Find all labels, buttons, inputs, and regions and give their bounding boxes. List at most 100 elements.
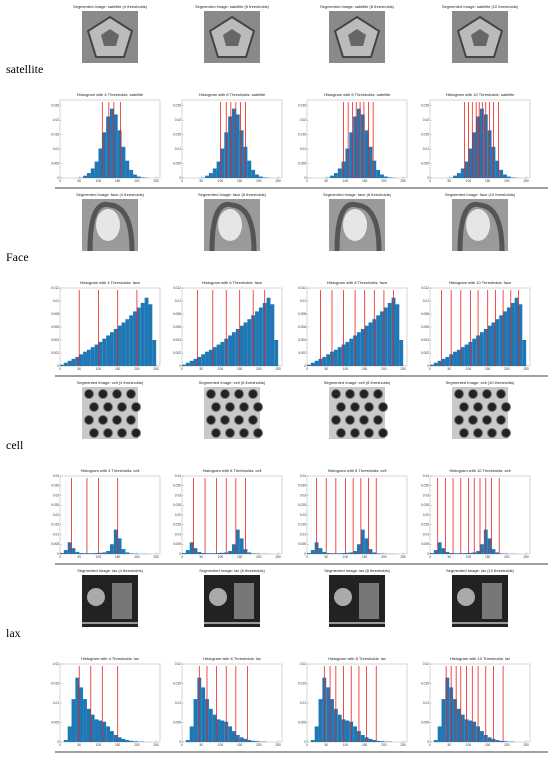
histogram-title: Histogram with 8 Thresholds: lax bbox=[328, 656, 386, 661]
histogram-bar bbox=[110, 109, 114, 178]
histogram-bar bbox=[72, 359, 76, 366]
histogram-bar bbox=[141, 177, 145, 178]
histogram-bar bbox=[430, 553, 434, 554]
histogram-bar bbox=[338, 715, 342, 742]
histogram-bar bbox=[220, 149, 224, 178]
y-tick-label: 0.008 bbox=[51, 312, 59, 316]
y-tick-label: 0.012 bbox=[173, 286, 181, 290]
plot-frame bbox=[307, 476, 407, 554]
histogram-bar bbox=[480, 731, 484, 742]
histogram-bar bbox=[186, 740, 190, 742]
image-shape bbox=[209, 588, 227, 606]
image-shape bbox=[351, 429, 360, 438]
y-tick-label: 0.02 bbox=[175, 513, 181, 517]
histogram-bar bbox=[315, 361, 319, 366]
histogram-bar bbox=[102, 552, 106, 554]
histogram-bar bbox=[244, 739, 248, 742]
histogram-bar bbox=[217, 553, 221, 554]
image-title: Segmented Image: lax (6 thresholds) bbox=[199, 568, 265, 573]
image-shape bbox=[497, 390, 506, 399]
x-tick-label: 100 bbox=[466, 179, 472, 183]
histogram-bar bbox=[232, 332, 236, 366]
histogram-bar bbox=[255, 175, 259, 178]
y-tick-label: 0.035 bbox=[173, 484, 181, 488]
histogram-bar bbox=[438, 726, 442, 742]
y-tick-label: 0.01 bbox=[175, 532, 181, 536]
histogram-bar bbox=[453, 352, 457, 366]
y-tick-label: 0.02 bbox=[423, 662, 429, 666]
x-tick-label: 250 bbox=[153, 555, 159, 559]
x-tick-label: 200 bbox=[504, 179, 510, 183]
histogram-bar bbox=[495, 740, 499, 742]
x-tick-label: 200 bbox=[134, 743, 140, 747]
histogram-bar bbox=[106, 116, 110, 178]
x-tick-label: 0 bbox=[306, 367, 308, 371]
histogram-bar bbox=[182, 365, 186, 366]
histogram-bar bbox=[311, 363, 315, 366]
x-tick-label: 250 bbox=[523, 367, 529, 371]
y-tick-label: 0.02 bbox=[175, 662, 181, 666]
histogram-bar bbox=[499, 315, 503, 366]
histogram-bar bbox=[461, 553, 465, 554]
y-tick-label: 0.005 bbox=[298, 720, 306, 724]
histogram-bar bbox=[190, 726, 194, 742]
histogram-bar bbox=[311, 740, 315, 742]
segmented-image bbox=[204, 11, 260, 63]
histogram-bar bbox=[326, 553, 330, 554]
y-tick-label: 0.025 bbox=[421, 503, 429, 507]
row-label: satellite bbox=[6, 62, 43, 76]
image-shape bbox=[235, 390, 244, 399]
image-shape bbox=[483, 390, 492, 399]
histogram-title: Histogram with 4 Thresholds: satellite bbox=[77, 92, 144, 97]
y-tick-label: 0.01 bbox=[53, 299, 59, 303]
image-shape bbox=[113, 416, 122, 425]
histogram-bar bbox=[255, 741, 259, 742]
image-shape bbox=[346, 390, 355, 399]
histogram-bar bbox=[442, 699, 446, 742]
image-shape bbox=[85, 390, 94, 399]
y-tick-label: 0.015 bbox=[421, 523, 429, 527]
y-tick-label: 0.025 bbox=[173, 503, 181, 507]
histogram-bar bbox=[495, 552, 499, 554]
x-tick-label: 100 bbox=[466, 367, 472, 371]
image-shape bbox=[221, 416, 230, 425]
image-shape bbox=[207, 416, 216, 425]
histogram-bar bbox=[129, 170, 133, 178]
image-shape bbox=[455, 416, 464, 425]
histogram-bar bbox=[205, 553, 209, 554]
histogram-bar bbox=[259, 308, 263, 367]
x-tick-label: 150 bbox=[237, 555, 243, 559]
histogram-bar bbox=[330, 176, 334, 178]
histogram-bar bbox=[186, 363, 190, 366]
image-shape bbox=[455, 390, 464, 399]
x-tick-label: 150 bbox=[485, 367, 491, 371]
y-tick-label: 0.02 bbox=[300, 118, 306, 122]
histogram-bar bbox=[114, 735, 118, 742]
histogram-bar bbox=[445, 357, 449, 366]
histogram-bar bbox=[380, 175, 384, 178]
histogram-bar bbox=[492, 322, 496, 366]
histogram-title: Histogram with 10 Thresholds: cell bbox=[449, 468, 510, 473]
histogram-bar bbox=[182, 553, 186, 554]
histogram-bar bbox=[270, 304, 274, 366]
histogram-bar bbox=[91, 347, 95, 366]
x-tick-label: 50 bbox=[324, 367, 328, 371]
x-tick-label: 150 bbox=[362, 179, 368, 183]
x-tick-label: 50 bbox=[77, 555, 81, 559]
x-tick-label: 250 bbox=[275, 179, 281, 183]
segmented-image bbox=[82, 11, 138, 63]
x-tick-label: 250 bbox=[275, 555, 281, 559]
image-shape bbox=[337, 403, 346, 412]
histogram-bar bbox=[110, 731, 114, 742]
x-tick-label: 100 bbox=[218, 179, 224, 183]
histogram-bar bbox=[133, 741, 137, 742]
x-tick-label: 250 bbox=[523, 743, 529, 747]
histogram-bar bbox=[307, 553, 311, 554]
histogram-bar bbox=[488, 538, 492, 554]
image-title: Segmented Image: satellite (4 thresholds… bbox=[73, 4, 148, 9]
histogram-bar bbox=[457, 709, 461, 742]
histogram-bar bbox=[372, 740, 376, 742]
histogram-bar bbox=[129, 553, 133, 554]
y-tick-label: 0.01 bbox=[53, 701, 59, 705]
